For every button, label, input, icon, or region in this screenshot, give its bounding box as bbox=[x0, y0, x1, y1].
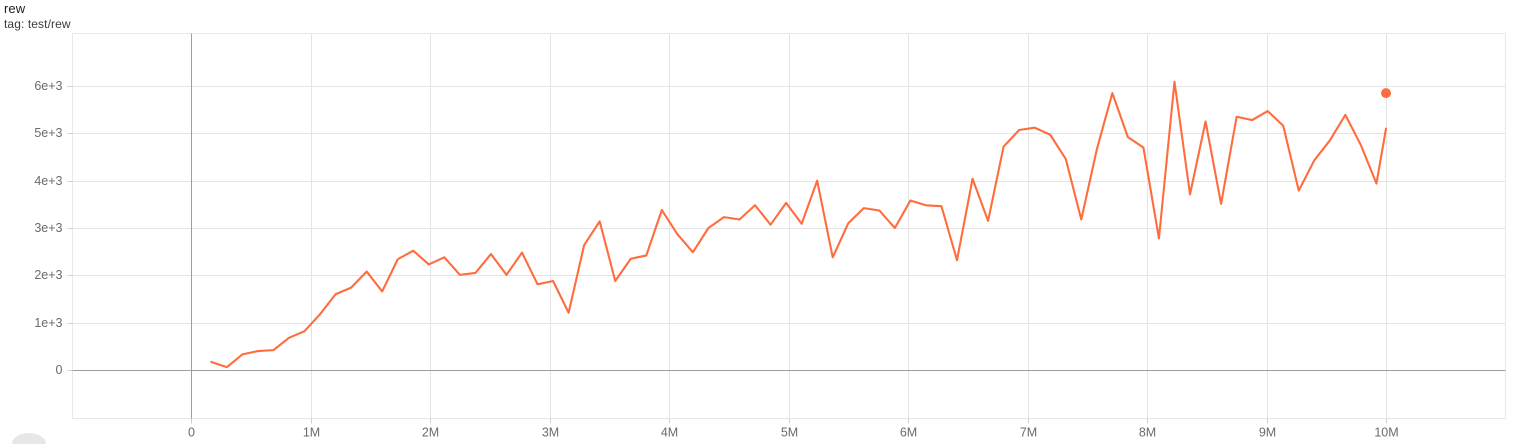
end-point-marker[interactable] bbox=[1381, 88, 1391, 99]
last-value-dot[interactable] bbox=[1381, 88, 1391, 99]
x-tick-label: 5M bbox=[781, 425, 798, 439]
axis-lines bbox=[72, 33, 1506, 419]
partial-control-glyph bbox=[12, 433, 46, 444]
x-tick-label: 10M bbox=[1374, 425, 1398, 439]
y-tick-label: 0 bbox=[56, 363, 63, 377]
chart-tag-label: tag: test/rew bbox=[4, 17, 71, 32]
x-tick-label: 2M bbox=[422, 425, 439, 439]
x-tick-label: 4M bbox=[661, 425, 678, 439]
chart-header: rew tag: test/rew bbox=[4, 1, 71, 31]
x-tick-label: 7M bbox=[1020, 425, 1037, 439]
y-tick-label: 1e+3 bbox=[34, 316, 62, 330]
x-tick-label: 9M bbox=[1259, 425, 1276, 439]
y-tick-label: 2e+3 bbox=[34, 268, 62, 282]
x-tick-label: 0 bbox=[188, 425, 195, 439]
series-line[interactable] bbox=[210, 80, 1388, 369]
y-tick-label: 5e+3 bbox=[34, 126, 62, 140]
y-tick-label: 3e+3 bbox=[34, 221, 62, 235]
y-axis-tick-labels: 0 1e+3 2e+3 3e+3 4e+3 5e+3 6e+3 bbox=[34, 79, 62, 377]
x-tick-label: 1M bbox=[303, 425, 320, 439]
y-tick-label: 4e+3 bbox=[34, 174, 62, 188]
x-tick-label: 3M bbox=[542, 425, 559, 439]
y-tick-label: 6e+3 bbox=[34, 79, 62, 93]
page-title: rew bbox=[4, 1, 26, 16]
tick-marks bbox=[67, 86, 1387, 424]
x-tick-label: 6M bbox=[900, 425, 917, 439]
x-gridlines bbox=[311, 33, 1387, 419]
x-axis-tick-labels: 0 1M 2M 3M 4M 5M 6M 7M 8M 9M 10M bbox=[188, 425, 1399, 439]
x-tick-label: 8M bbox=[1139, 425, 1156, 439]
data-series-group[interactable] bbox=[210, 80, 1388, 369]
